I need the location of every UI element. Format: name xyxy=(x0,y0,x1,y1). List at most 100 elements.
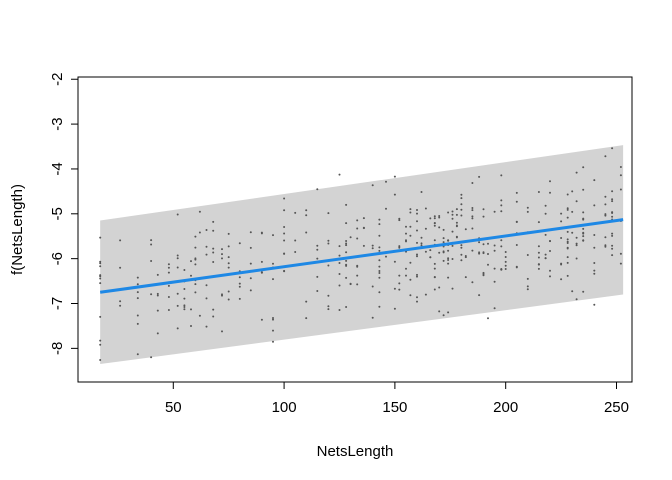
data-point xyxy=(566,256,569,259)
data-point xyxy=(549,250,551,252)
y-axis-title: f(NetsLength) xyxy=(9,184,26,275)
data-point xyxy=(549,275,551,278)
data-point xyxy=(183,297,186,300)
data-point xyxy=(393,193,396,196)
data-point xyxy=(194,258,197,261)
data-point xyxy=(451,244,454,247)
data-point xyxy=(549,269,551,272)
data-point xyxy=(438,310,441,313)
data-point xyxy=(471,227,474,230)
data-point xyxy=(420,236,423,239)
data-point xyxy=(212,251,215,254)
data-point xyxy=(316,275,319,278)
data-point xyxy=(464,276,467,279)
data-point xyxy=(398,219,401,222)
data-point xyxy=(593,272,596,275)
data-point xyxy=(393,307,396,310)
data-point xyxy=(575,257,578,260)
data-point xyxy=(460,203,463,206)
data-point xyxy=(378,246,381,249)
data-point xyxy=(537,191,540,193)
data-point xyxy=(119,304,122,307)
data-point xyxy=(433,222,436,224)
x-tick-label: 100 xyxy=(272,399,297,416)
data-point xyxy=(582,239,585,242)
data-point xyxy=(345,306,348,308)
data-point xyxy=(99,274,102,277)
data-point xyxy=(611,247,614,250)
data-point xyxy=(442,241,445,244)
data-point xyxy=(438,216,441,219)
data-point xyxy=(345,276,348,279)
data-point xyxy=(455,224,458,227)
data-point xyxy=(205,284,208,287)
data-point xyxy=(593,303,596,306)
x-tick-label: 50 xyxy=(165,399,182,416)
data-point xyxy=(438,215,441,217)
data-point xyxy=(619,174,622,177)
data-point xyxy=(378,223,381,226)
data-point xyxy=(478,241,481,244)
data-point xyxy=(119,266,122,269)
data-point xyxy=(167,266,170,269)
data-point xyxy=(150,260,153,262)
data-point xyxy=(455,208,458,211)
data-point xyxy=(378,265,381,268)
data-point xyxy=(378,276,381,279)
data-point xyxy=(416,273,418,276)
data-point xyxy=(212,261,215,263)
data-point xyxy=(504,268,507,270)
data-point xyxy=(362,227,365,230)
data-point xyxy=(190,260,192,263)
data-point xyxy=(194,263,197,266)
data-point xyxy=(447,249,450,252)
data-point xyxy=(438,286,441,289)
data-point xyxy=(442,314,445,317)
data-point xyxy=(249,246,252,249)
data-point xyxy=(356,237,359,240)
data-point xyxy=(362,217,365,220)
data-point xyxy=(619,188,622,191)
data-point xyxy=(409,278,412,281)
data-point xyxy=(526,210,529,213)
data-point xyxy=(249,262,252,265)
data-point xyxy=(611,232,614,235)
data-point xyxy=(420,244,423,247)
data-point xyxy=(515,244,518,246)
data-point xyxy=(582,188,585,191)
data-point xyxy=(566,274,569,277)
data-point xyxy=(221,293,223,296)
data-point xyxy=(156,332,159,335)
data-point xyxy=(183,288,186,290)
data-point xyxy=(500,245,503,248)
data-point xyxy=(338,284,341,287)
data-point xyxy=(582,166,585,169)
data-point xyxy=(338,173,341,176)
data-point xyxy=(416,229,418,232)
data-point xyxy=(487,253,489,255)
data-point xyxy=(566,238,569,241)
data-point xyxy=(560,212,563,215)
data-point xyxy=(183,269,186,271)
data-point xyxy=(150,243,153,246)
data-point xyxy=(493,249,496,252)
data-point xyxy=(221,257,223,260)
data-point xyxy=(451,210,454,213)
y-tick-label: -5 xyxy=(49,207,66,220)
data-point xyxy=(566,230,569,233)
data-point xyxy=(238,285,241,288)
data-point xyxy=(571,231,574,234)
data-point xyxy=(471,215,474,218)
data-point xyxy=(409,225,412,228)
data-point xyxy=(619,166,622,168)
data-point xyxy=(327,305,330,308)
data-point xyxy=(316,257,319,260)
data-point xyxy=(482,273,485,275)
data-point xyxy=(482,243,485,246)
data-point xyxy=(283,252,286,255)
data-point xyxy=(464,256,467,259)
data-point xyxy=(560,263,563,266)
data-point xyxy=(194,235,197,238)
data-point xyxy=(460,193,463,196)
data-point xyxy=(611,244,614,247)
